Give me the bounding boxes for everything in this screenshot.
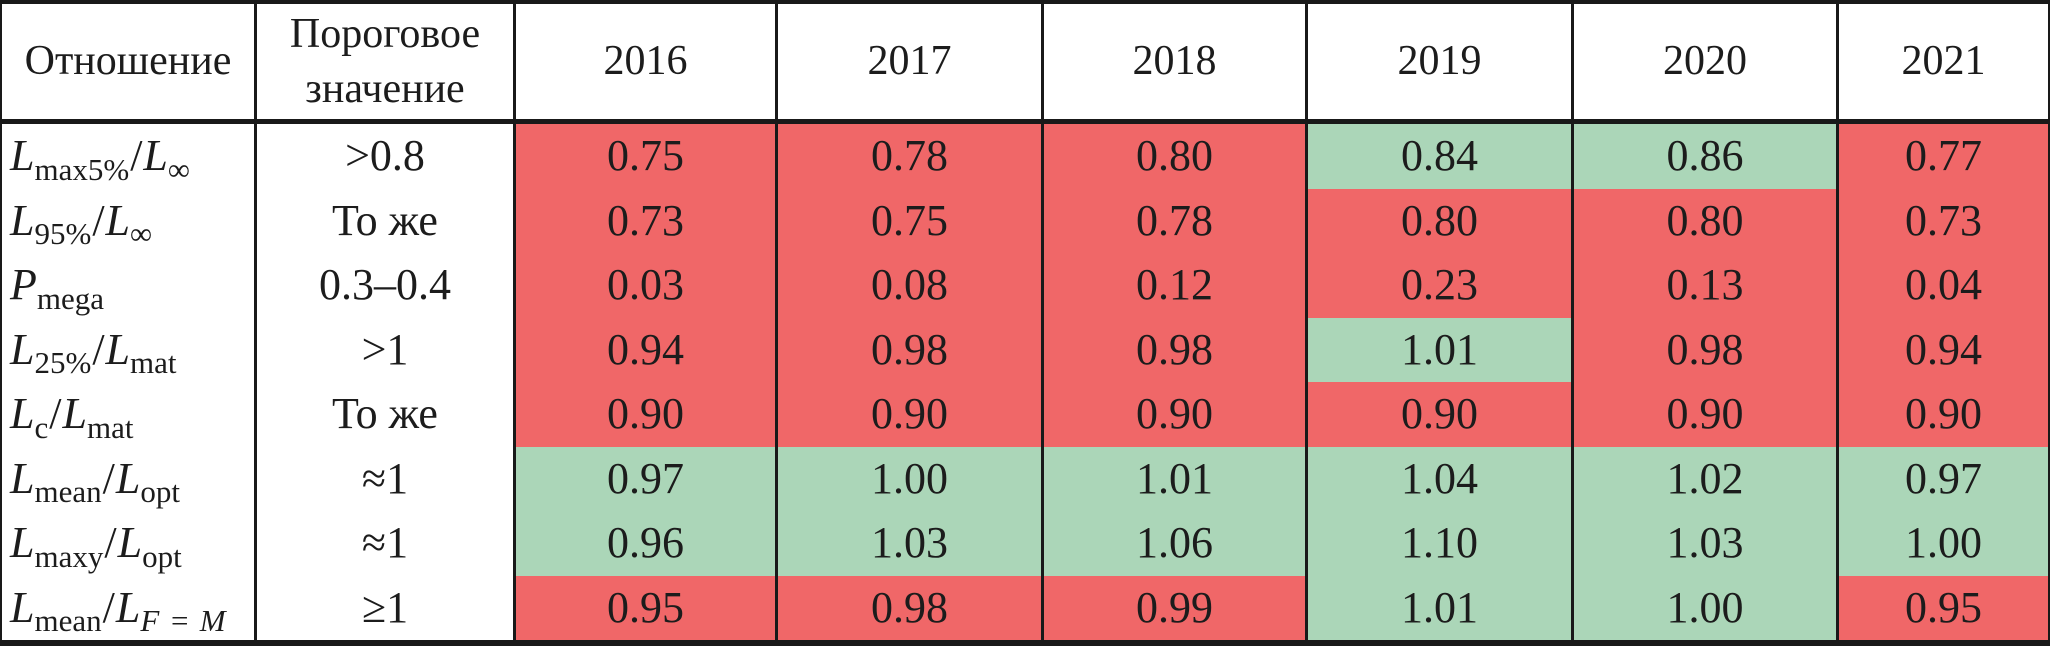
value-cell: 0.96: [516, 511, 778, 576]
threshold-cell: >1: [257, 317, 516, 382]
value-cell: 0.80: [1044, 124, 1308, 189]
value-cell: 0.90: [1839, 382, 2048, 447]
value-cell: 0.97: [1839, 446, 2048, 511]
value-cell: 0.98: [778, 575, 1044, 640]
value-cell: 0.90: [1044, 382, 1308, 447]
value-cell: 0.98: [1044, 317, 1308, 382]
threshold-cell: То же: [257, 188, 516, 253]
threshold-cell: ≈1: [257, 511, 516, 576]
value-cell: 0.75: [516, 124, 778, 189]
value-cell: 0.23: [1308, 253, 1574, 318]
value-cell: 1.02: [1574, 446, 1839, 511]
value-cell: 0.94: [1839, 317, 2048, 382]
value-cell: 1.01: [1044, 446, 1308, 511]
threshold-cell: ≥1: [257, 575, 516, 640]
value-cell: 0.73: [1839, 188, 2048, 253]
value-cell: 0.99: [1044, 575, 1308, 640]
threshold-cell: То же: [257, 382, 516, 447]
value-cell: 0.90: [516, 382, 778, 447]
threshold-cell: ≈1: [257, 446, 516, 511]
header-ratio: Отношение: [2, 4, 257, 119]
header-row: Отношение Пороговое значение 2016 2017 201…: [2, 4, 2048, 119]
value-cell: 0.86: [1574, 124, 1839, 189]
value-cell: 0.80: [1574, 188, 1839, 253]
row-label: L 95% / L ∞: [2, 188, 257, 253]
value-cell: 0.12: [1044, 253, 1308, 318]
value-cell: 1.00: [778, 446, 1044, 511]
value-cell: 1.10: [1308, 511, 1574, 576]
value-cell: 0.77: [1839, 124, 2048, 189]
value-cell: 0.90: [1574, 382, 1839, 447]
value-cell: 0.97: [516, 446, 778, 511]
value-cell: 0.95: [1839, 575, 2048, 640]
value-cell: 0.98: [778, 317, 1044, 382]
value-cell: 1.04: [1308, 446, 1574, 511]
value-cell: 0.75: [778, 188, 1044, 253]
value-cell: 0.95: [516, 575, 778, 640]
value-cell: 1.03: [1574, 511, 1839, 576]
value-cell: 0.13: [1574, 253, 1839, 318]
year-header: 2016: [516, 4, 778, 119]
year-header: 2017: [778, 4, 1044, 119]
year-header: 2020: [1574, 4, 1839, 119]
table-row: L 95% / L ∞ То же 0.73 0.75 0.78 0.80 0.80 0.73: [2, 188, 2048, 253]
value-cell: 0.04: [1839, 253, 2048, 318]
value-cell: 0.90: [1308, 382, 1574, 447]
value-cell: 0.80: [1308, 188, 1574, 253]
value-cell: 1.01: [1308, 575, 1574, 640]
threshold-cell: 0.3–0.4: [257, 253, 516, 318]
value-cell: 0.90: [778, 382, 1044, 447]
value-cell: 0.98: [1574, 317, 1839, 382]
header-divider: [2, 119, 2048, 124]
value-cell: 1.03: [778, 511, 1044, 576]
year-header: 2021: [1901, 38, 1986, 85]
value-cell: 0.73: [516, 188, 778, 253]
value-cell: 0.03: [516, 253, 778, 318]
value-cell: 0.84: [1308, 124, 1574, 189]
threshold-cell: >0.8: [257, 124, 516, 189]
year-header: 2018: [1044, 4, 1308, 119]
value-cell: 1.06: [1044, 511, 1308, 576]
value-cell: 0.94: [516, 317, 778, 382]
value-cell: 1.00: [1574, 575, 1839, 640]
header-threshold: Пороговое значение: [257, 4, 516, 119]
value-cell: 0.08: [778, 253, 1044, 318]
value-cell: 1.01: [1308, 317, 1574, 382]
value-cell: 1.00: [1839, 511, 2048, 576]
value-cell: 0.78: [778, 124, 1044, 189]
value-cell: 0.78: [1044, 188, 1308, 253]
year-header: 2019: [1308, 4, 1574, 119]
